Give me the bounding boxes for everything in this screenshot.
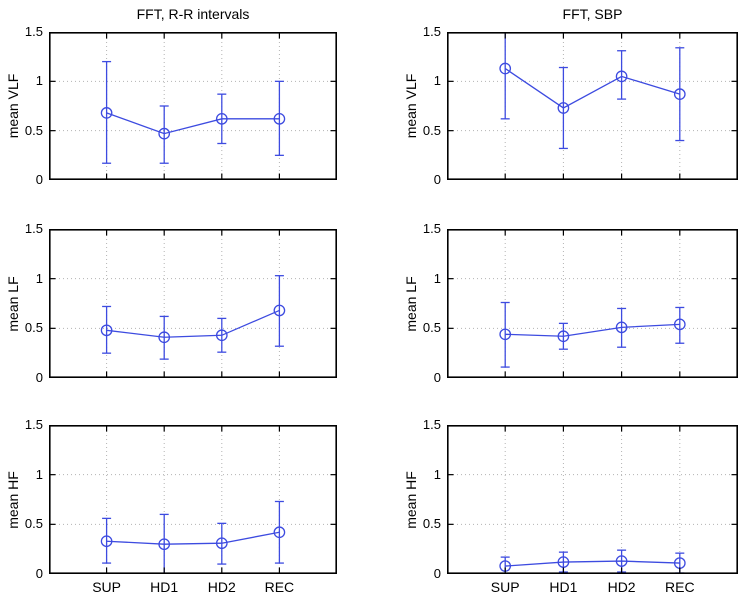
axis-ticks <box>448 230 737 377</box>
gridlines <box>51 427 335 572</box>
x-tick-label: SUP <box>92 579 121 595</box>
plot-canvas <box>49 32 337 180</box>
y-tick-label: 0 <box>433 172 441 187</box>
plot-canvas <box>49 229 337 378</box>
data-point-markers <box>499 555 686 572</box>
plot-title-sbp: FFT, SBP <box>562 6 623 22</box>
y-tick-label: 0.5 <box>422 516 441 532</box>
series-line <box>106 531 280 545</box>
plot-canvas <box>49 425 337 574</box>
y-tick-label: 1.5 <box>24 417 43 432</box>
plot-border <box>49 425 337 574</box>
data-point-markers <box>100 304 286 344</box>
y-tick-label: 0.5 <box>422 122 441 138</box>
subplot-sbp-lf: mean LF 0 0.5 1 1.5 <box>403 222 738 385</box>
y-tick-label: 0.5 <box>24 320 43 336</box>
plot-border <box>447 425 738 574</box>
y-tick-label: 0 <box>35 172 43 187</box>
x-tick-label: HD1 <box>150 579 179 595</box>
plot-canvas <box>447 425 738 574</box>
data-point-markers <box>499 318 686 343</box>
x-tick-label: REC <box>264 579 295 595</box>
plot-canvas <box>447 229 738 378</box>
axis-ticks <box>50 426 336 573</box>
y-tick-label: 0 <box>433 370 441 385</box>
plot-border <box>49 229 337 378</box>
series-line <box>504 67 680 109</box>
data-point-markers <box>100 526 286 551</box>
data-point-markers <box>499 62 686 114</box>
series-line <box>505 323 680 337</box>
y-tick-label: 1.5 <box>422 417 441 432</box>
y-tick-label: 1 <box>433 73 441 89</box>
subplot-sbp-hf: mean HF 0 0.5 1 1.5 SUP HD1 HD2 REC <box>403 418 738 595</box>
plot-border <box>447 32 738 180</box>
y-tick-label: 0 <box>35 370 43 385</box>
y-tick-label: 1.5 <box>24 24 43 39</box>
y-tick-label: 1 <box>35 270 43 286</box>
data-point-markers <box>100 107 286 140</box>
y-tick-label: 1 <box>35 466 43 482</box>
subplot-rr-lf: mean LF 0 0.5 1 1.5 <box>5 222 337 385</box>
y-tick-label: 0.5 <box>24 122 43 138</box>
x-tick-label: SUP <box>490 579 520 595</box>
x-tick-label: HD2 <box>607 579 636 595</box>
plot-canvas <box>447 32 738 180</box>
axis-ticks <box>448 33 737 179</box>
plot-border <box>49 32 337 180</box>
y-tick-label: 0 <box>433 566 441 581</box>
y-tick-label: 1 <box>433 270 441 286</box>
y-tick-label: 0 <box>35 566 43 581</box>
y-tick-label: 0.5 <box>422 320 441 336</box>
gridlines <box>51 34 335 178</box>
plot-title-rr-intervals: FFT, R-R intervals <box>136 6 250 22</box>
axis-ticks <box>50 230 336 377</box>
series-line <box>106 309 280 338</box>
series-line <box>106 112 280 135</box>
error-bars <box>102 500 284 574</box>
y-tick-label: 1 <box>35 73 43 89</box>
x-tick-label: REC <box>665 579 695 595</box>
y-tick-label: 1 <box>433 466 441 482</box>
x-tick-label: HD1 <box>549 579 578 595</box>
error-bars <box>500 32 685 150</box>
gridlines <box>449 34 736 178</box>
error-bars <box>102 275 284 360</box>
y-tick-label: 0.5 <box>24 516 43 532</box>
series-line <box>505 560 680 567</box>
plot-border <box>447 229 738 378</box>
gridlines <box>449 231 736 376</box>
y-tick-label: 1.5 <box>422 24 441 39</box>
gridlines <box>51 231 335 376</box>
axis-ticks <box>448 426 737 573</box>
subplot-rr-hf: mean HF 0 0.5 1 1.5 SUP HD1 HD2 REC <box>5 418 337 595</box>
subplot-rr-vlf: mean VLF 0 0.5 1 1.5 <box>5 25 337 187</box>
subplot-sbp-vlf: mean VLF 0 0.5 1 1.5 <box>403 25 738 187</box>
axis-ticks <box>50 33 336 179</box>
gridlines <box>449 427 736 572</box>
x-tick-label: HD2 <box>207 579 236 595</box>
error-bars <box>102 60 284 164</box>
y-tick-label: 1.5 <box>422 221 441 236</box>
y-tick-label: 1.5 <box>24 221 43 236</box>
